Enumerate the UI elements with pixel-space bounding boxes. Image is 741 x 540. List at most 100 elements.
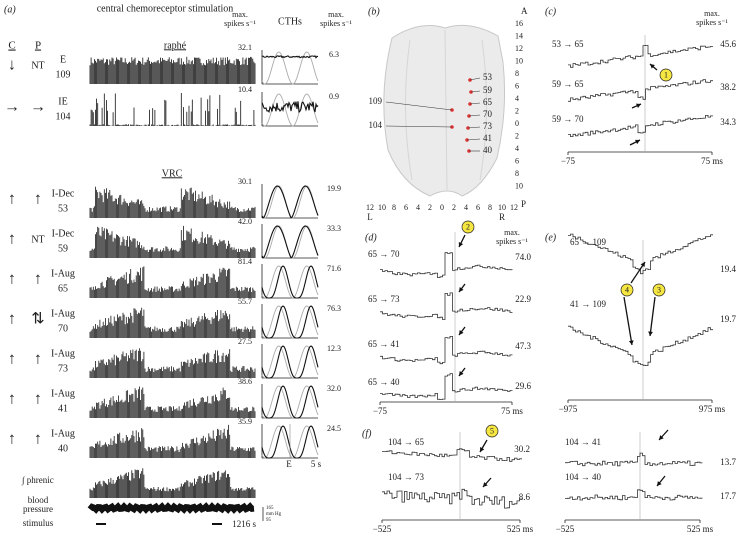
label: L bbox=[367, 212, 373, 222]
spike-histogram bbox=[89, 225, 256, 258]
tick-label: 10 bbox=[515, 56, 523, 65]
cth-reference bbox=[261, 51, 319, 85]
cell-id: 53 bbox=[58, 203, 68, 214]
label: −975 bbox=[559, 404, 578, 414]
p-response: ↑ bbox=[34, 191, 42, 208]
tick-label: 4 bbox=[515, 94, 519, 103]
marker-label: 2 bbox=[466, 222, 470, 231]
cell-id: 104 bbox=[56, 111, 71, 122]
max-rate: 17.7 bbox=[720, 491, 736, 501]
cth-reference bbox=[261, 345, 319, 379]
correlogram bbox=[380, 292, 513, 320]
cell-id: 40 bbox=[58, 443, 68, 454]
cth-curve bbox=[261, 305, 319, 339]
cth-max-rate: 24.5 bbox=[327, 424, 341, 433]
leader-line bbox=[385, 125, 453, 128]
label: mm Hg bbox=[266, 512, 282, 517]
label: −525 bbox=[556, 524, 575, 534]
tick-label: 10 bbox=[378, 203, 386, 212]
arrow bbox=[623, 296, 633, 346]
correlogram bbox=[568, 79, 713, 102]
label: 75 ms bbox=[701, 156, 723, 166]
cth-max-rate: 76.3 bbox=[327, 304, 341, 313]
p-response: → bbox=[30, 99, 46, 116]
cth-reference bbox=[261, 385, 319, 419]
cth-max-rate: 0.9 bbox=[329, 92, 339, 101]
arrow-head bbox=[459, 287, 464, 292]
cth-curve bbox=[261, 225, 319, 259]
label: max. bbox=[328, 10, 344, 19]
pair-label: 59 → 70 bbox=[552, 114, 584, 124]
label: 525 ms bbox=[507, 524, 534, 534]
max-rate: 29.6 bbox=[515, 381, 531, 391]
tick-label: 6 bbox=[476, 203, 480, 212]
label: (e) bbox=[545, 232, 557, 243]
spike-histogram bbox=[89, 93, 256, 126]
c-response: ↑ bbox=[8, 311, 16, 328]
label: blood bbox=[28, 495, 49, 505]
cell-type: I-Aug bbox=[51, 388, 75, 399]
cell-type: I-Aug bbox=[51, 308, 75, 319]
c-response: ↑ bbox=[8, 271, 16, 288]
leader-line bbox=[385, 101, 453, 111]
neuron-label: 41 bbox=[483, 133, 492, 143]
pair-label: 104 → 41 bbox=[565, 437, 601, 447]
label: max. bbox=[704, 9, 720, 18]
spike-histogram bbox=[89, 348, 256, 378]
arrow-head bbox=[657, 481, 662, 486]
cell-id: 59 bbox=[58, 243, 68, 254]
max-rate: 47.3 bbox=[515, 341, 531, 351]
label: 95 bbox=[266, 518, 272, 523]
tick-label: 12 bbox=[515, 44, 523, 53]
arrow-head bbox=[480, 447, 485, 452]
pair-label: 65 → 109 bbox=[570, 237, 607, 247]
cell-id: 109 bbox=[56, 69, 71, 80]
neuron-label: 53 bbox=[483, 72, 493, 82]
spike-histogram bbox=[89, 424, 256, 458]
tick-label: 12 bbox=[510, 203, 518, 212]
pair-label: 65 → 70 bbox=[368, 249, 400, 259]
arrow-head bbox=[640, 262, 645, 267]
label: 75 ms bbox=[501, 406, 523, 416]
pair-label: 59 → 65 bbox=[552, 79, 584, 89]
label: raphé bbox=[164, 40, 187, 51]
tick-label: 2 bbox=[452, 203, 456, 212]
p-response: ↑ bbox=[34, 271, 42, 288]
neuron-label: 65 bbox=[483, 97, 493, 107]
max-rate: 81.4 bbox=[238, 257, 252, 266]
tick-label: 8 bbox=[515, 169, 519, 178]
arrow-head bbox=[458, 242, 464, 247]
pair-label: 65 → 40 bbox=[368, 377, 400, 387]
neuron-label: 40 bbox=[483, 145, 493, 155]
marker-circle bbox=[485, 424, 499, 438]
c-response: ↑ bbox=[8, 391, 16, 408]
tick-label: 14 bbox=[515, 31, 523, 40]
max-rate: 38.6 bbox=[238, 377, 252, 386]
cth-max-rate: 19.9 bbox=[327, 184, 341, 193]
max-rate: 22.9 bbox=[515, 294, 531, 304]
tick-label: 10 bbox=[498, 203, 506, 212]
c-response: ↑ bbox=[8, 351, 16, 368]
arrow-head bbox=[636, 103, 641, 108]
label: −75 bbox=[373, 406, 388, 416]
tick-label: 8 bbox=[392, 203, 396, 212]
tick-label: 10 bbox=[515, 181, 523, 190]
label: R bbox=[499, 212, 505, 222]
cth-reference bbox=[261, 93, 319, 127]
max-rate: 30.1 bbox=[238, 177, 252, 186]
marker-circle bbox=[620, 283, 634, 297]
correlogram bbox=[380, 252, 513, 278]
max-rate: 34.3 bbox=[720, 117, 736, 127]
correlogram bbox=[565, 452, 703, 467]
cth-max-rate: 33.3 bbox=[327, 224, 341, 233]
bp-trace bbox=[87, 502, 255, 514]
correlogram bbox=[565, 489, 703, 501]
cth-reference bbox=[261, 305, 319, 339]
label: (d) bbox=[365, 232, 377, 243]
max-rate: 19.7 bbox=[720, 314, 736, 324]
label: E bbox=[286, 459, 292, 469]
arrow-head bbox=[650, 64, 655, 69]
label: (f) bbox=[362, 428, 372, 439]
leader-line bbox=[470, 90, 481, 93]
